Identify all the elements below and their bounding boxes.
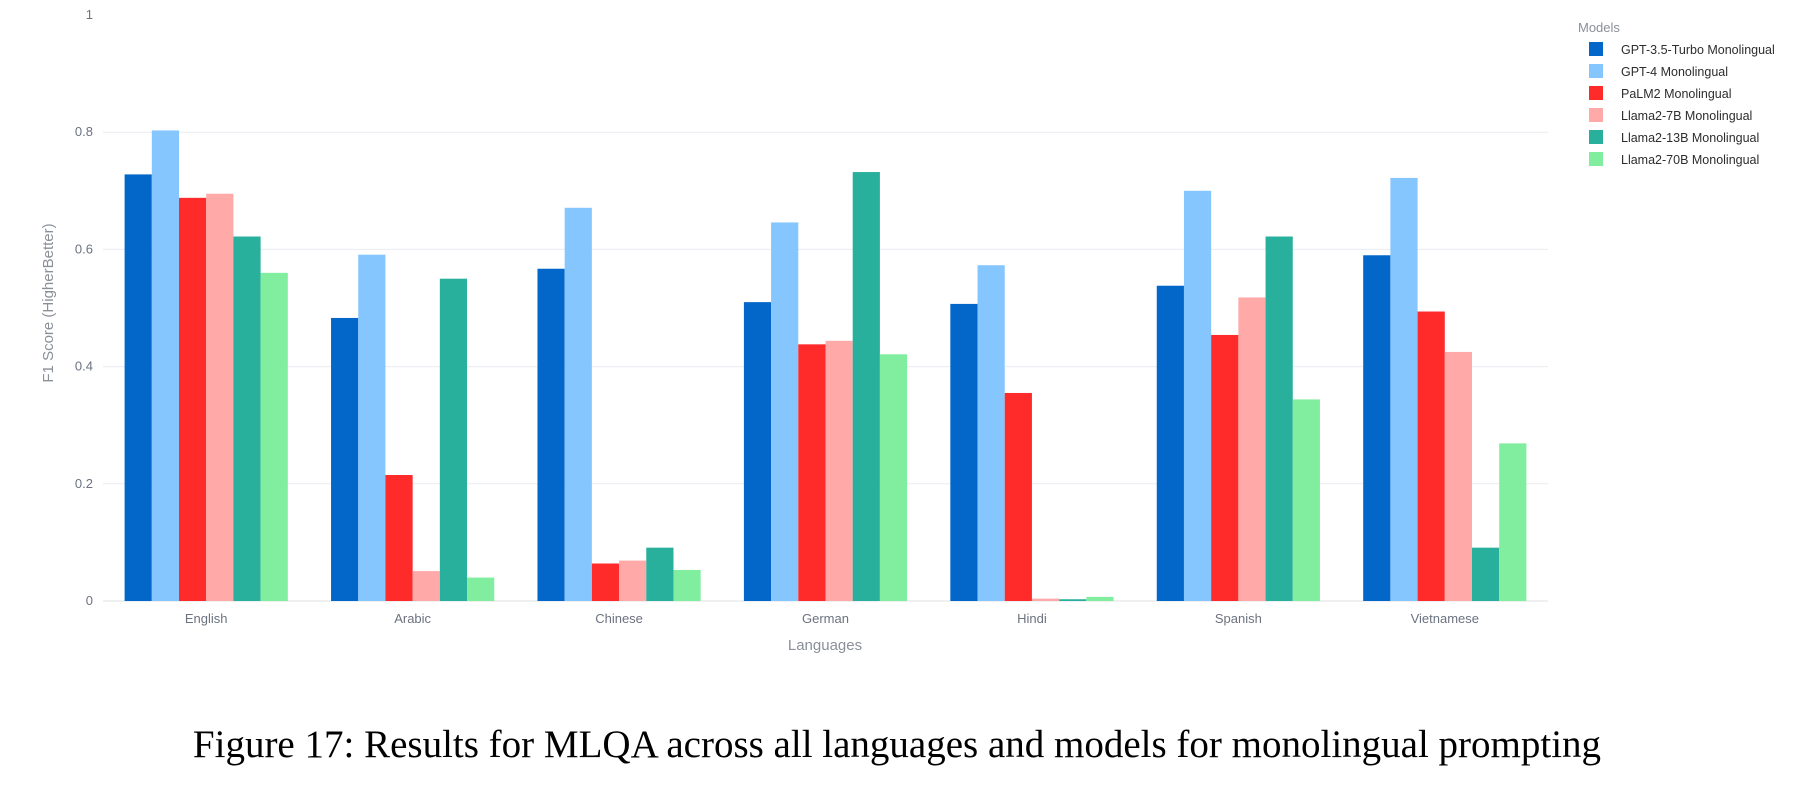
- legend-item-label: PaLM2 Monolingual: [1621, 87, 1732, 101]
- x-tick-label: Chinese: [595, 611, 643, 626]
- bar-vietnamese-5: [1499, 443, 1527, 601]
- legend-item-label: Llama2-7B Monolingual: [1621, 109, 1752, 123]
- legend-swatch: [1589, 130, 1603, 144]
- bar-hindi-5: [1086, 596, 1114, 601]
- bar-spanish-2: [1211, 334, 1239, 601]
- y-tick-label: 0.6: [75, 241, 93, 256]
- bar-spanish-5: [1292, 399, 1320, 601]
- bar-german-3: [825, 340, 853, 601]
- legend-item-label: GPT-3.5-Turbo Monolingual: [1621, 43, 1775, 57]
- legend-title: Models: [1578, 20, 1620, 35]
- x-tick-label: Arabic: [394, 611, 431, 626]
- figure-caption: Figure 17: Results for MLQA across all l…: [192, 723, 1602, 766]
- bar-english-2: [179, 197, 207, 601]
- bar-german-5: [879, 354, 908, 601]
- bar-arabic-3: [412, 571, 440, 601]
- y-axis-ticks: 0 0.2 0.4 0.6 0.8 1: [75, 7, 93, 608]
- bar-arabic-4: [439, 278, 468, 601]
- bar-hindi-3: [1031, 598, 1060, 601]
- x-tick-label: Hindi: [1017, 611, 1047, 626]
- bar-vietnamese-4: [1471, 547, 1500, 601]
- bar-english-1: [151, 130, 180, 601]
- bar-spanish-1: [1183, 190, 1212, 602]
- legend-swatch: [1589, 64, 1603, 78]
- bar-english-0: [124, 174, 152, 601]
- bar-english-3: [206, 193, 234, 602]
- bar-hindi-4: [1059, 599, 1087, 601]
- legend-item-label: Llama2-13B Monolingual: [1621, 131, 1759, 145]
- x-tick-label: German: [802, 611, 849, 626]
- bar-english-5: [260, 272, 288, 601]
- bar-german-4: [852, 172, 880, 602]
- y-tick-label: 0.2: [75, 476, 93, 491]
- y-tick-label: 0.4: [75, 359, 93, 374]
- bar-arabic-2: [385, 475, 413, 601]
- bar-vietnamese-3: [1444, 351, 1472, 601]
- bar-spanish-3: [1238, 297, 1266, 601]
- legend-swatch: [1589, 42, 1603, 56]
- legend-swatch: [1589, 108, 1603, 122]
- bars: [124, 130, 1527, 602]
- y-tick-label: 0: [86, 593, 93, 608]
- x-tick-label: Spanish: [1215, 611, 1262, 626]
- bar-arabic-0: [331, 317, 359, 601]
- bar-german-2: [798, 344, 826, 601]
- bar-german-0: [743, 302, 772, 601]
- x-axis-ticks: English Arabic Chinese German Hindi Spanish Vi…: [185, 611, 1479, 626]
- mlqa-bar-chart: 0 0.2 0.4 0.6 0.8 1 English Arabic Chinese Germa…: [40, 7, 1775, 654]
- bar-chinese-0: [537, 268, 565, 601]
- bar-chinese-1: [564, 207, 592, 602]
- bar-vietnamese-1: [1390, 177, 1418, 601]
- bar-german-1: [771, 222, 799, 601]
- x-axis-title: Languages: [788, 637, 862, 654]
- bar-english-4: [233, 236, 261, 601]
- bar-chinese-3: [619, 560, 647, 601]
- legend-item-label: Llama2-70B Monolingual: [1621, 153, 1759, 167]
- bar-hindi-2: [1004, 392, 1032, 601]
- legend: Models GPT-3.5-Turbo Monolingual GPT-4 Mo…: [1578, 20, 1775, 167]
- bar-chinese-4: [646, 547, 674, 601]
- bar-arabic-1: [358, 254, 386, 602]
- y-tick-label: 0.8: [75, 124, 93, 139]
- legend-swatch: [1589, 86, 1603, 100]
- bar-hindi-0: [950, 303, 978, 601]
- bar-hindi-1: [977, 265, 1005, 601]
- legend-item-label: GPT-4 Monolingual: [1621, 65, 1728, 79]
- bar-vietnamese-0: [1363, 255, 1391, 601]
- x-tick-label: Vietnamese: [1411, 611, 1479, 626]
- bar-spanish-0: [1156, 285, 1184, 601]
- y-axis-title: F1 Score (HigherBetter): [40, 223, 57, 382]
- bar-chinese-5: [673, 569, 701, 601]
- bar-vietnamese-2: [1417, 311, 1445, 601]
- bar-arabic-5: [467, 577, 495, 601]
- y-tick-label: 1: [86, 7, 93, 22]
- x-tick-label: English: [185, 611, 228, 626]
- bar-chinese-2: [591, 563, 620, 601]
- bar-spanish-4: [1265, 236, 1293, 601]
- legend-swatch: [1589, 152, 1603, 166]
